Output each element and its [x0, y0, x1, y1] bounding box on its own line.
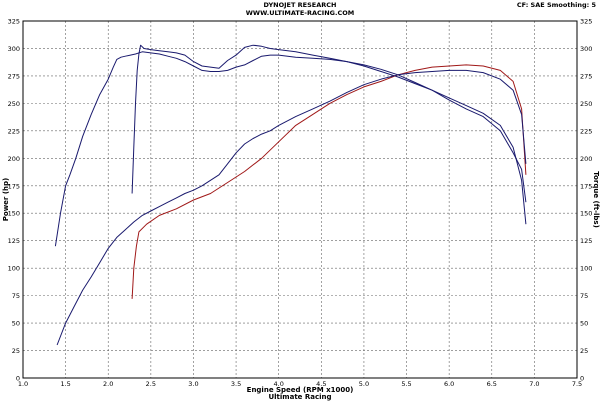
x-tick-label: 2.0 [103, 380, 113, 388]
y-tick-label-right: 225 [580, 127, 592, 135]
x-tick-label: 4.0 [274, 380, 284, 388]
y-tick-label-left: 300 [8, 45, 20, 53]
x-tick-label: 7.0 [529, 380, 539, 388]
x-tick-label: 2.5 [146, 380, 156, 388]
y-tick-label-left: 0 [16, 375, 20, 383]
y-tick-label-left: 75 [12, 292, 20, 300]
y-tick-label-right: 275 [580, 72, 592, 80]
y-tick-label-right: 25 [580, 347, 588, 355]
series-line-4 [56, 69, 527, 346]
y-tick-label-right: 150 [580, 210, 592, 218]
plot-frame [22, 20, 578, 379]
y-tick-label-left: 175 [8, 182, 20, 190]
y-tick-labels-left: 0 25 50 75 100 125 150 175 200 225 250 275 300 325 [8, 18, 20, 383]
y-tick-label-right: 125 [580, 237, 592, 245]
grid [22, 20, 578, 379]
y-tick-labels-right: 0 25 50 75 100 125 150 175 200 225 250 275 300 325 [580, 18, 592, 383]
y-tick-label-right: 200 [580, 155, 592, 163]
y-tick-label-left: 325 [8, 18, 20, 26]
y-tick-label-right: 175 [580, 182, 592, 190]
y-tick-label-right: 300 [580, 45, 592, 53]
y-tick-label-left: 50 [12, 320, 20, 328]
y-tick-label-left: 125 [8, 237, 20, 245]
x-tick-label: 3.0 [188, 380, 198, 388]
y-tick-label-right: 50 [580, 320, 588, 328]
x-tick-label: 6.5 [487, 380, 497, 388]
chart-subtitle: WWW.ULTIMATE-RACING.COM [245, 9, 355, 17]
y-tick-label-left: 275 [8, 72, 20, 80]
y-axis-label-left: Power (hp) [2, 178, 10, 221]
y-tick-label-right: 325 [580, 18, 592, 26]
y-axis-label-right: Torque (ft-lbs) [592, 171, 600, 228]
series-group [54, 44, 527, 346]
y-tick-label-right: 75 [580, 292, 588, 300]
correction-factor-label: CF: SAE Smoothing: 5 [516, 1, 596, 9]
x-tick-label: 4.5 [316, 380, 326, 388]
y-tick-label-left: 25 [12, 347, 20, 355]
y-tick-label-left: 100 [8, 265, 20, 273]
x-tick-label: 7.5 [572, 380, 582, 388]
y-tick-label-left: 250 [8, 100, 20, 108]
x-tick-label: 1.0 [18, 380, 28, 388]
footer-caption: Ultimate Racing [268, 393, 331, 401]
series-line-2 [131, 44, 527, 203]
x-tick-label: 3.5 [231, 380, 241, 388]
x-tick-label: 6.0 [444, 380, 454, 388]
x-tick-label: 1.5 [60, 380, 70, 388]
x-tick-label: 5.5 [401, 380, 411, 388]
y-tick-label-left: 200 [8, 155, 20, 163]
x-tick-label: 5.0 [359, 380, 369, 388]
y-tick-label-right: 250 [580, 100, 592, 108]
series-line-1 [54, 51, 527, 247]
y-tick-label-right: 0 [580, 375, 584, 383]
y-tick-label-left: 225 [8, 127, 20, 135]
x-axis-label: Engine Speed (RPM x1000) [247, 386, 354, 394]
y-tick-label-right: 100 [580, 265, 592, 273]
chart-title: DYNOJET RESEARCH [263, 1, 337, 9]
y-tick-label-left: 150 [8, 210, 20, 218]
series-line-3 [131, 64, 527, 299]
x-tick-labels: 1.0 1.5 2.0 2.5 3.0 3.5 4.0 4.5 5.0 5.5 6.0 6.5 7.0 7… [18, 380, 582, 388]
